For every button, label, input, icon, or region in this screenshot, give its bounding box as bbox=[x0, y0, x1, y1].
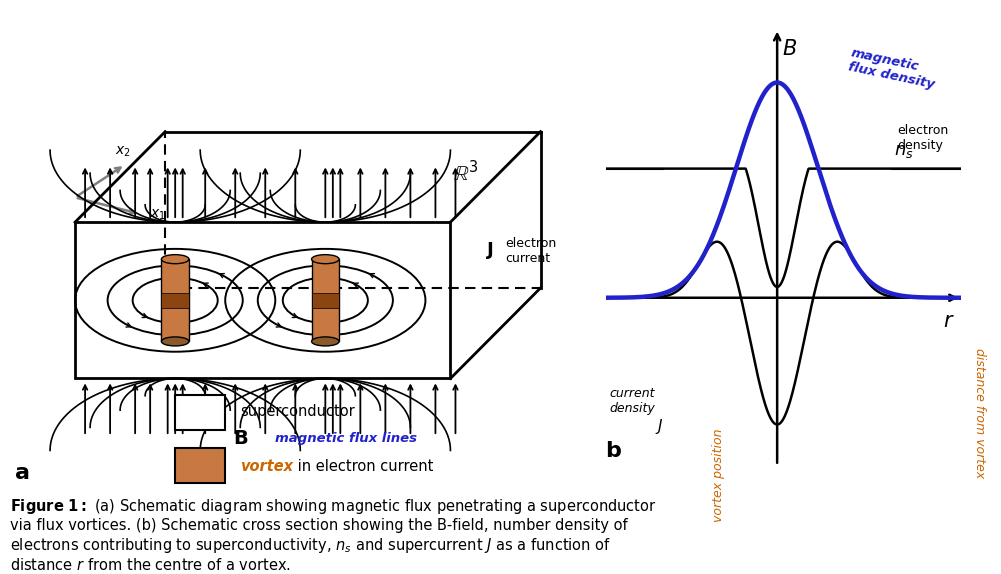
Text: a: a bbox=[15, 463, 30, 483]
Ellipse shape bbox=[311, 255, 339, 263]
Text: superconductor: superconductor bbox=[240, 404, 355, 419]
Text: current
density: current density bbox=[610, 387, 656, 415]
Text: $B$: $B$ bbox=[782, 40, 797, 60]
Text: distance from vortex: distance from vortex bbox=[974, 348, 986, 478]
Ellipse shape bbox=[161, 255, 189, 263]
Text: in electron current: in electron current bbox=[292, 459, 433, 474]
Text: $\mathbf{Figure\ 1:}$ (a) Schematic diagram showing magnetic flux penetrating a : $\mathbf{Figure\ 1:}$ (a) Schematic diag… bbox=[10, 497, 657, 573]
Text: $x_2$: $x_2$ bbox=[115, 144, 131, 158]
Polygon shape bbox=[311, 293, 339, 308]
Text: electron
density: electron density bbox=[898, 125, 949, 153]
Text: $n_s$: $n_s$ bbox=[894, 142, 913, 160]
Polygon shape bbox=[175, 395, 225, 430]
Text: electron
current: electron current bbox=[506, 237, 557, 265]
Polygon shape bbox=[161, 259, 189, 342]
Text: $J$: $J$ bbox=[655, 417, 664, 436]
Polygon shape bbox=[311, 259, 339, 342]
Text: magnetic flux lines: magnetic flux lines bbox=[275, 432, 417, 445]
Text: $\mathbf{J}$: $\mathbf{J}$ bbox=[486, 241, 494, 261]
Polygon shape bbox=[175, 448, 225, 483]
Text: $x_1$: $x_1$ bbox=[150, 208, 166, 222]
Text: b: b bbox=[606, 441, 622, 461]
Text: $r$: $r$ bbox=[943, 311, 955, 331]
Text: vortex position: vortex position bbox=[713, 429, 725, 522]
Ellipse shape bbox=[311, 337, 339, 346]
Text: $\mathbb{R}^3$: $\mathbb{R}^3$ bbox=[452, 160, 478, 185]
Ellipse shape bbox=[161, 337, 189, 346]
Text: vortex: vortex bbox=[240, 459, 293, 474]
Text: magnetic
flux density: magnetic flux density bbox=[847, 46, 939, 92]
Polygon shape bbox=[161, 293, 189, 308]
Text: $\mathbf{B}$: $\mathbf{B}$ bbox=[232, 429, 248, 448]
